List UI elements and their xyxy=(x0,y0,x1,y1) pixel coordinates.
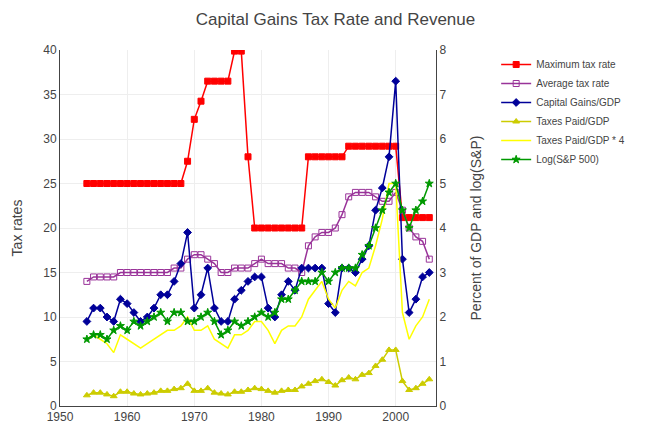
svg-text:10: 10 xyxy=(43,310,57,324)
svg-text:Maximum tax rate: Maximum tax rate xyxy=(536,59,616,70)
svg-text:30: 30 xyxy=(43,132,57,146)
svg-text:15: 15 xyxy=(43,266,57,280)
svg-text:1990: 1990 xyxy=(315,410,342,424)
svg-text:5: 5 xyxy=(439,177,446,191)
svg-text:2: 2 xyxy=(439,310,446,324)
svg-text:Taxes Paid/GDP * 4: Taxes Paid/GDP * 4 xyxy=(536,135,625,146)
svg-text:Capital Gains Tax Rate and Rev: Capital Gains Tax Rate and Revenue xyxy=(196,10,475,29)
svg-text:40: 40 xyxy=(43,43,57,57)
svg-text:3: 3 xyxy=(439,266,446,280)
svg-text:1: 1 xyxy=(439,355,446,369)
svg-text:25: 25 xyxy=(43,177,57,191)
svg-text:8: 8 xyxy=(439,43,446,57)
svg-text:Tax rates: Tax rates xyxy=(9,200,25,257)
svg-text:Taxes Paid/GDP: Taxes Paid/GDP xyxy=(536,116,610,127)
svg-text:1980: 1980 xyxy=(248,410,275,424)
svg-text:Log(S&P 500): Log(S&P 500) xyxy=(536,154,599,165)
svg-text:Average tax rate: Average tax rate xyxy=(536,78,610,89)
svg-text:20: 20 xyxy=(43,221,57,235)
svg-text:Capital Gains/GDP: Capital Gains/GDP xyxy=(536,97,621,108)
svg-text:0: 0 xyxy=(50,399,57,413)
svg-text:4: 4 xyxy=(439,221,446,235)
svg-text:1960: 1960 xyxy=(114,410,141,424)
svg-text:Percent of GDP and log(S&P): Percent of GDP and log(S&P) xyxy=(468,136,484,321)
svg-text:0: 0 xyxy=(439,399,446,413)
svg-text:35: 35 xyxy=(43,88,57,102)
svg-text:6: 6 xyxy=(439,132,446,146)
svg-text:7: 7 xyxy=(439,88,446,102)
svg-text:1970: 1970 xyxy=(181,410,208,424)
svg-text:2000: 2000 xyxy=(382,410,409,424)
svg-text:1950: 1950 xyxy=(47,410,74,424)
svg-text:5: 5 xyxy=(50,355,57,369)
